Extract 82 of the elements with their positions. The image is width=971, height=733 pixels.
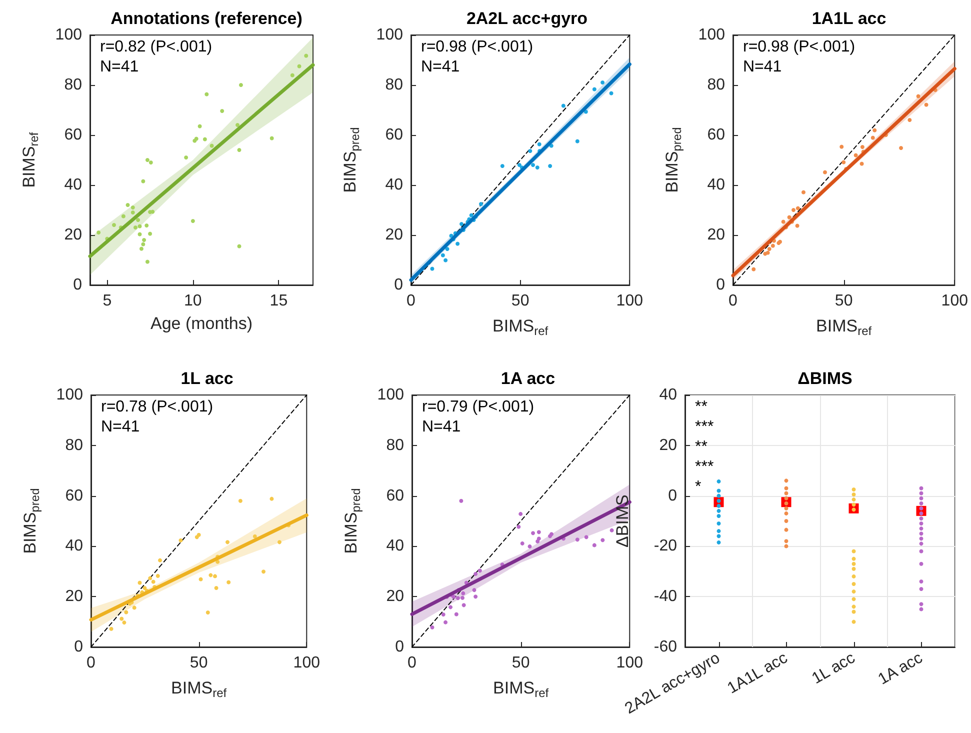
- y-tick-label: -60: [654, 638, 678, 656]
- x-axis-title: Age (months): [150, 314, 253, 333]
- y-tick-label: 0: [395, 638, 404, 656]
- y-tick-label: 60: [707, 126, 726, 144]
- y-tick-label: 20: [659, 436, 678, 454]
- x-tick-label: 100: [941, 292, 968, 310]
- annotation: N=41: [421, 58, 460, 76]
- annotation: *: [695, 478, 702, 496]
- y-tick-label: 40: [659, 386, 678, 404]
- y-tick-label: 60: [65, 487, 84, 504]
- y-axis-title: BIMSpred: [20, 488, 42, 554]
- y-tick-label: 0: [73, 276, 82, 294]
- x-tick-label: 10: [184, 292, 202, 310]
- y-tick-label: 20: [385, 226, 404, 244]
- y-tick-label: 80: [386, 436, 404, 454]
- annotation: **: [695, 398, 708, 416]
- x-tick-label: 100: [616, 292, 644, 310]
- y-tick-label: 20: [707, 226, 726, 244]
- chart-title: Annotations (reference): [110, 9, 302, 28]
- y-tick-label: 80: [65, 436, 84, 454]
- annotation: ***: [695, 458, 714, 476]
- x-tick-label: 50: [511, 292, 530, 310]
- x-tick-label: 0: [406, 292, 416, 310]
- x-tick-label: 100: [293, 654, 320, 672]
- annotation: r=0.78 (P<.001): [101, 398, 214, 416]
- y-tick-label: 20: [386, 588, 404, 606]
- y-tick-label: 40: [386, 538, 404, 555]
- chart-title: ΔBIMS: [798, 369, 852, 388]
- annotation: N=41: [101, 418, 140, 436]
- y-axis-title: BIMSpred: [662, 127, 684, 193]
- x-tick-label: 1A1L acc: [724, 650, 790, 698]
- y-tick-label: 60: [64, 126, 82, 144]
- y-tick-label: 80: [385, 76, 404, 94]
- y-axis-title: ΔBIMS: [613, 494, 632, 548]
- annotation: N=41: [422, 418, 461, 436]
- y-tick-label: -20: [654, 538, 678, 555]
- chart-title: 1L acc: [180, 369, 234, 388]
- x-tick-label: 1L acc: [809, 650, 858, 688]
- annotation: N=41: [100, 58, 139, 76]
- y-tick-label: 0: [668, 487, 678, 504]
- y-tick-label: 40: [64, 176, 82, 194]
- y-tick-label: 100: [55, 26, 82, 44]
- y-tick-label: 40: [385, 176, 404, 194]
- y-tick-label: 0: [716, 276, 726, 294]
- y-tick-label: 100: [56, 386, 84, 404]
- x-tick-label: 50: [512, 654, 530, 672]
- y-tick-label: 80: [707, 76, 726, 94]
- x-tick-label: 1A acc: [875, 650, 926, 688]
- annotation: r=0.79 (P<.001): [422, 398, 534, 416]
- y-tick-label: -40: [654, 588, 678, 606]
- x-tick-label: 0: [408, 654, 417, 672]
- chart-title: 1A1L acc: [812, 9, 886, 28]
- x-tick-label: 0: [728, 292, 738, 310]
- y-tick-label: 20: [65, 588, 84, 606]
- annotation: r=0.98 (P<.001): [421, 38, 534, 56]
- y-tick-label: 60: [385, 126, 404, 144]
- y-tick-label: 60: [386, 487, 404, 504]
- x-tick-label: 0: [86, 654, 96, 672]
- x-tick-label: 50: [834, 292, 853, 310]
- chart-title: 1A acc: [500, 369, 556, 388]
- y-tick-label: 40: [65, 538, 84, 555]
- x-tick-label: 15: [270, 292, 288, 310]
- x-tick-label: 100: [616, 654, 644, 672]
- y-axis-title: BIMSpred: [342, 488, 363, 554]
- y-tick-label: 20: [64, 226, 82, 244]
- y-tick-label: 100: [698, 26, 726, 44]
- y-tick-label: 100: [377, 386, 404, 404]
- annotation: **: [695, 438, 708, 456]
- y-axis-title: BIMSpred: [340, 127, 362, 193]
- annotation: ***: [695, 418, 714, 436]
- x-tick-label: 50: [190, 654, 208, 672]
- y-tick-label: 40: [707, 176, 726, 194]
- x-tick-label: 5: [102, 292, 112, 310]
- y-tick-label: 0: [74, 638, 84, 656]
- annotation: r=0.82 (P<.001): [100, 38, 212, 56]
- y-tick-label: 100: [376, 26, 404, 44]
- y-tick-label: 80: [64, 76, 82, 94]
- chart-title: 2A2L acc+gyro: [466, 9, 588, 28]
- annotation: r=0.98 (P<.001): [743, 38, 856, 56]
- y-axis-title: BIMSref: [20, 132, 41, 188]
- y-tick-label: 0: [394, 276, 404, 294]
- annotation: N=41: [743, 58, 782, 76]
